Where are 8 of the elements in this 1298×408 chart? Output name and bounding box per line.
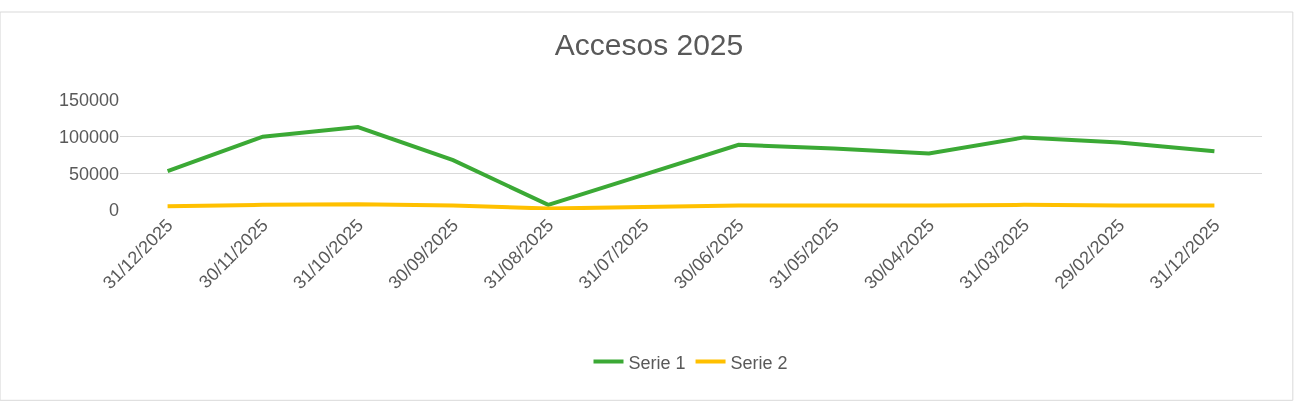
- y-tick-label: 0: [108, 200, 119, 221]
- chart-title: Accesos 2025: [554, 28, 744, 62]
- legend-label: Serie 2: [730, 352, 788, 373]
- y-tick-label: 100000: [58, 126, 119, 147]
- legend-label: Serie 1: [628, 352, 686, 373]
- y-tick-label: 150000: [58, 90, 119, 111]
- y-tick-label: 50000: [68, 163, 119, 184]
- line-series: [165, 125, 1217, 207]
